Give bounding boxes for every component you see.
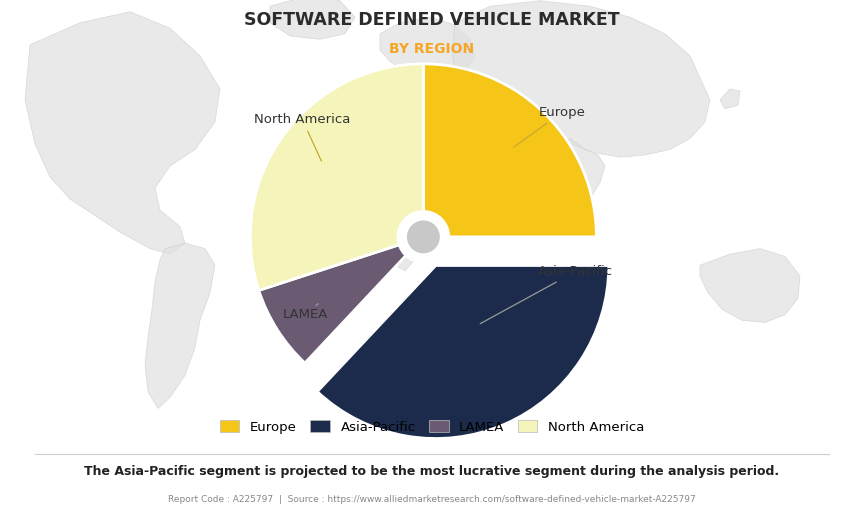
Text: SOFTWARE DEFINED VEHICLE MARKET: SOFTWARE DEFINED VEHICLE MARKET xyxy=(245,11,619,29)
Text: Report Code : A225797  |  Source : https://www.alliedmarketresearch.com/software: Report Code : A225797 | Source : https:/… xyxy=(168,495,696,504)
Circle shape xyxy=(397,210,450,264)
Polygon shape xyxy=(452,1,710,157)
Polygon shape xyxy=(25,12,220,254)
Polygon shape xyxy=(380,17,475,89)
Polygon shape xyxy=(558,139,605,204)
Text: The Asia-Pacific segment is projected to be the most lucrative segment during th: The Asia-Pacific segment is projected to… xyxy=(85,465,779,477)
Polygon shape xyxy=(145,243,215,408)
Wedge shape xyxy=(251,64,423,290)
Polygon shape xyxy=(270,0,355,39)
Text: BY REGION: BY REGION xyxy=(390,42,474,56)
Text: Asia-Pacific: Asia-Pacific xyxy=(480,265,613,323)
Text: Europe: Europe xyxy=(514,106,585,147)
Text: North America: North America xyxy=(254,113,351,161)
Text: LAMEA: LAMEA xyxy=(283,304,328,321)
Wedge shape xyxy=(423,64,596,237)
Polygon shape xyxy=(375,83,455,271)
Wedge shape xyxy=(317,266,609,439)
Polygon shape xyxy=(720,89,740,109)
Wedge shape xyxy=(259,237,423,363)
Polygon shape xyxy=(700,249,800,322)
Legend: Europe, Asia-Pacific, LAMEA, North America: Europe, Asia-Pacific, LAMEA, North Ameri… xyxy=(214,415,650,439)
Circle shape xyxy=(407,220,440,253)
